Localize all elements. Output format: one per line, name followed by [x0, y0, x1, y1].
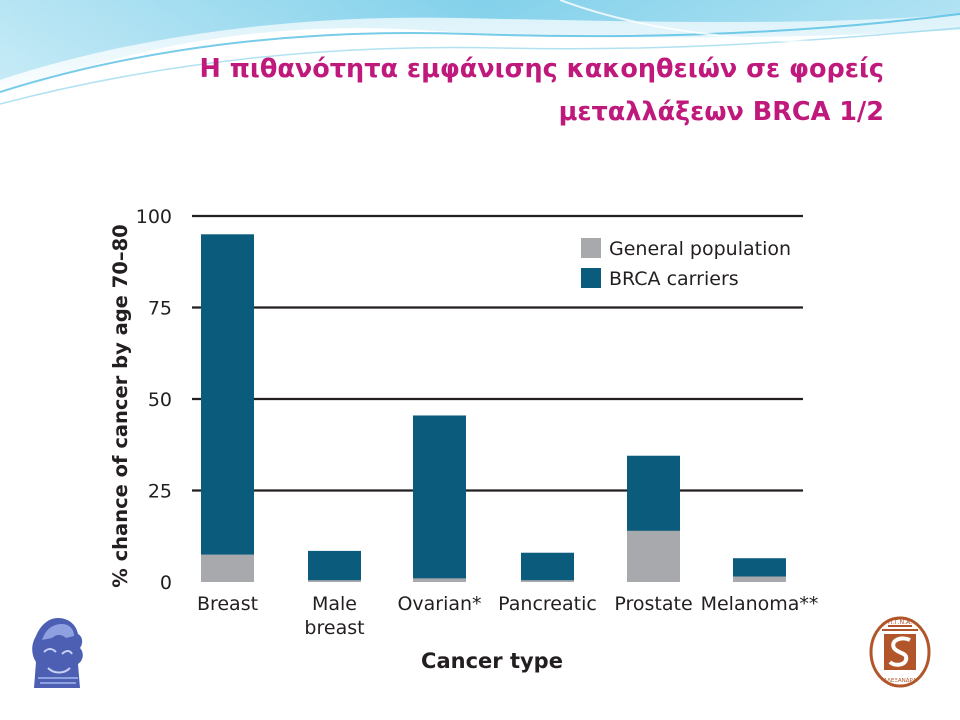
y-tick-label: 0: [160, 572, 172, 594]
bar-brca-carriers: [308, 550, 361, 582]
svg-text:ΑΛΕΞΑΝΔΡΑ: ΑΛΕΞΑΝΔΡΑ: [883, 678, 916, 684]
legend-label-brca-carriers: BRCA carriers: [609, 268, 739, 290]
y-axis-label: % chance of cancer by age 70–80: [109, 224, 132, 587]
slide-title-line-2: μεταλλάξεων BRCA 1/2: [558, 97, 884, 127]
x-axis-label: Cancer type: [421, 649, 563, 673]
bar-general-population: [201, 554, 254, 582]
x-tick-label: Breast: [197, 593, 258, 615]
x-tick-label: breast: [304, 617, 364, 639]
bar-brca-carriers: [733, 558, 786, 582]
bar-general-population: [413, 578, 466, 582]
slide-title-line-1: Η πιθανότητα εμφάνισης κακοηθειών σε φορ…: [199, 54, 884, 84]
header-wave-decoration: [0, 0, 960, 105]
bar-chart: 0 25 50 75 100% chance of cancer by age 70–8…: [109, 206, 819, 673]
bar-brca-carriers: [201, 234, 254, 583]
hospital-alexandra-logo: Π.Γ.Ν.Α. ΑΛΕΞΑΝΔΡΑ: [869, 616, 931, 688]
chart-panel: 0 25 50 75 100% chance of cancer by age 70–8…: [103, 196, 845, 680]
x-tick-label: Ovarian*: [397, 593, 481, 615]
y-tick-label: 25: [148, 481, 172, 503]
x-tick-label: Pancreatic: [498, 593, 597, 615]
bar-brca-carriers: [413, 415, 466, 582]
bar-general-population: [627, 530, 680, 582]
x-tick-label: Melanoma**: [701, 593, 819, 615]
athena-head-logo: [22, 612, 92, 692]
bar-general-population: [308, 580, 361, 582]
svg-text:Π.Γ.Ν.Α.: Π.Γ.Ν.Α.: [888, 619, 912, 626]
bar-brca-carriers: [521, 552, 574, 582]
slide-title: Η πιθανότητα εμφάνισης κακοηθειών σε φορ…: [104, 48, 884, 134]
bar-general-population: [521, 580, 574, 582]
y-tick-label: 75: [148, 298, 172, 320]
x-tick-label: Male: [312, 593, 357, 615]
x-tick-label: Prostate: [614, 593, 692, 615]
bar-general-population: [733, 576, 786, 582]
y-tick-label: 50: [148, 389, 172, 411]
legend-swatch-general-population: [581, 238, 601, 258]
legend-swatch-brca-carriers: [581, 268, 601, 288]
legend-label-general-population: General population: [609, 238, 791, 260]
y-tick-label: 100: [136, 206, 172, 228]
